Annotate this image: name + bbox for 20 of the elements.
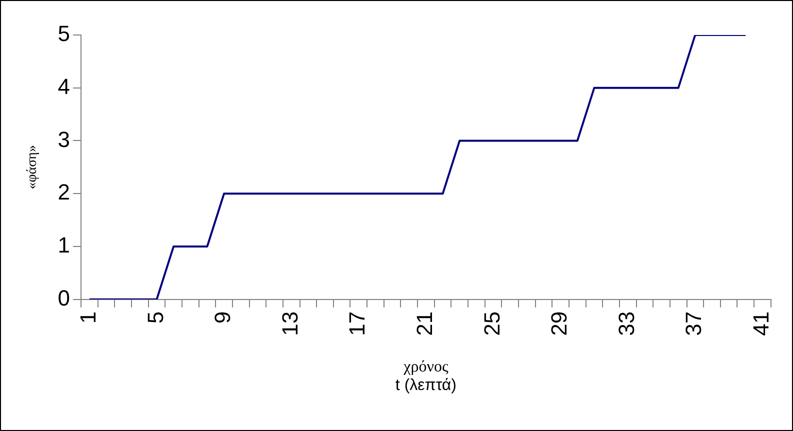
x-tick-label: 41 (748, 311, 774, 336)
x-tick-label: 25 (479, 311, 504, 336)
y-tick-label: 4 (58, 74, 70, 99)
y-tick-label: 0 (58, 285, 70, 310)
text: t (λεπτά) (395, 377, 456, 394)
x-tick-label: 5 (142, 311, 168, 324)
x-tick-label: 17 (344, 311, 370, 336)
x-axis-title: χρόνος (402, 358, 449, 376)
y-axis-title: «φάση» (25, 145, 40, 190)
x-tick-label: 9 (210, 311, 236, 324)
x-tick-label: 33 (614, 311, 639, 336)
y-tick-label: 2 (58, 180, 70, 205)
y-tick-label: 5 (58, 21, 70, 46)
x-tick-label: 37 (681, 311, 706, 336)
x-tick-label: 21 (412, 311, 438, 336)
y-tick-label: 1 (58, 232, 70, 258)
x-tick-label: 13 (277, 311, 302, 336)
y-tick-label: 3 (58, 126, 70, 152)
x-tick-label: 1 (76, 311, 101, 324)
x-tick-label: 29 (546, 311, 572, 336)
